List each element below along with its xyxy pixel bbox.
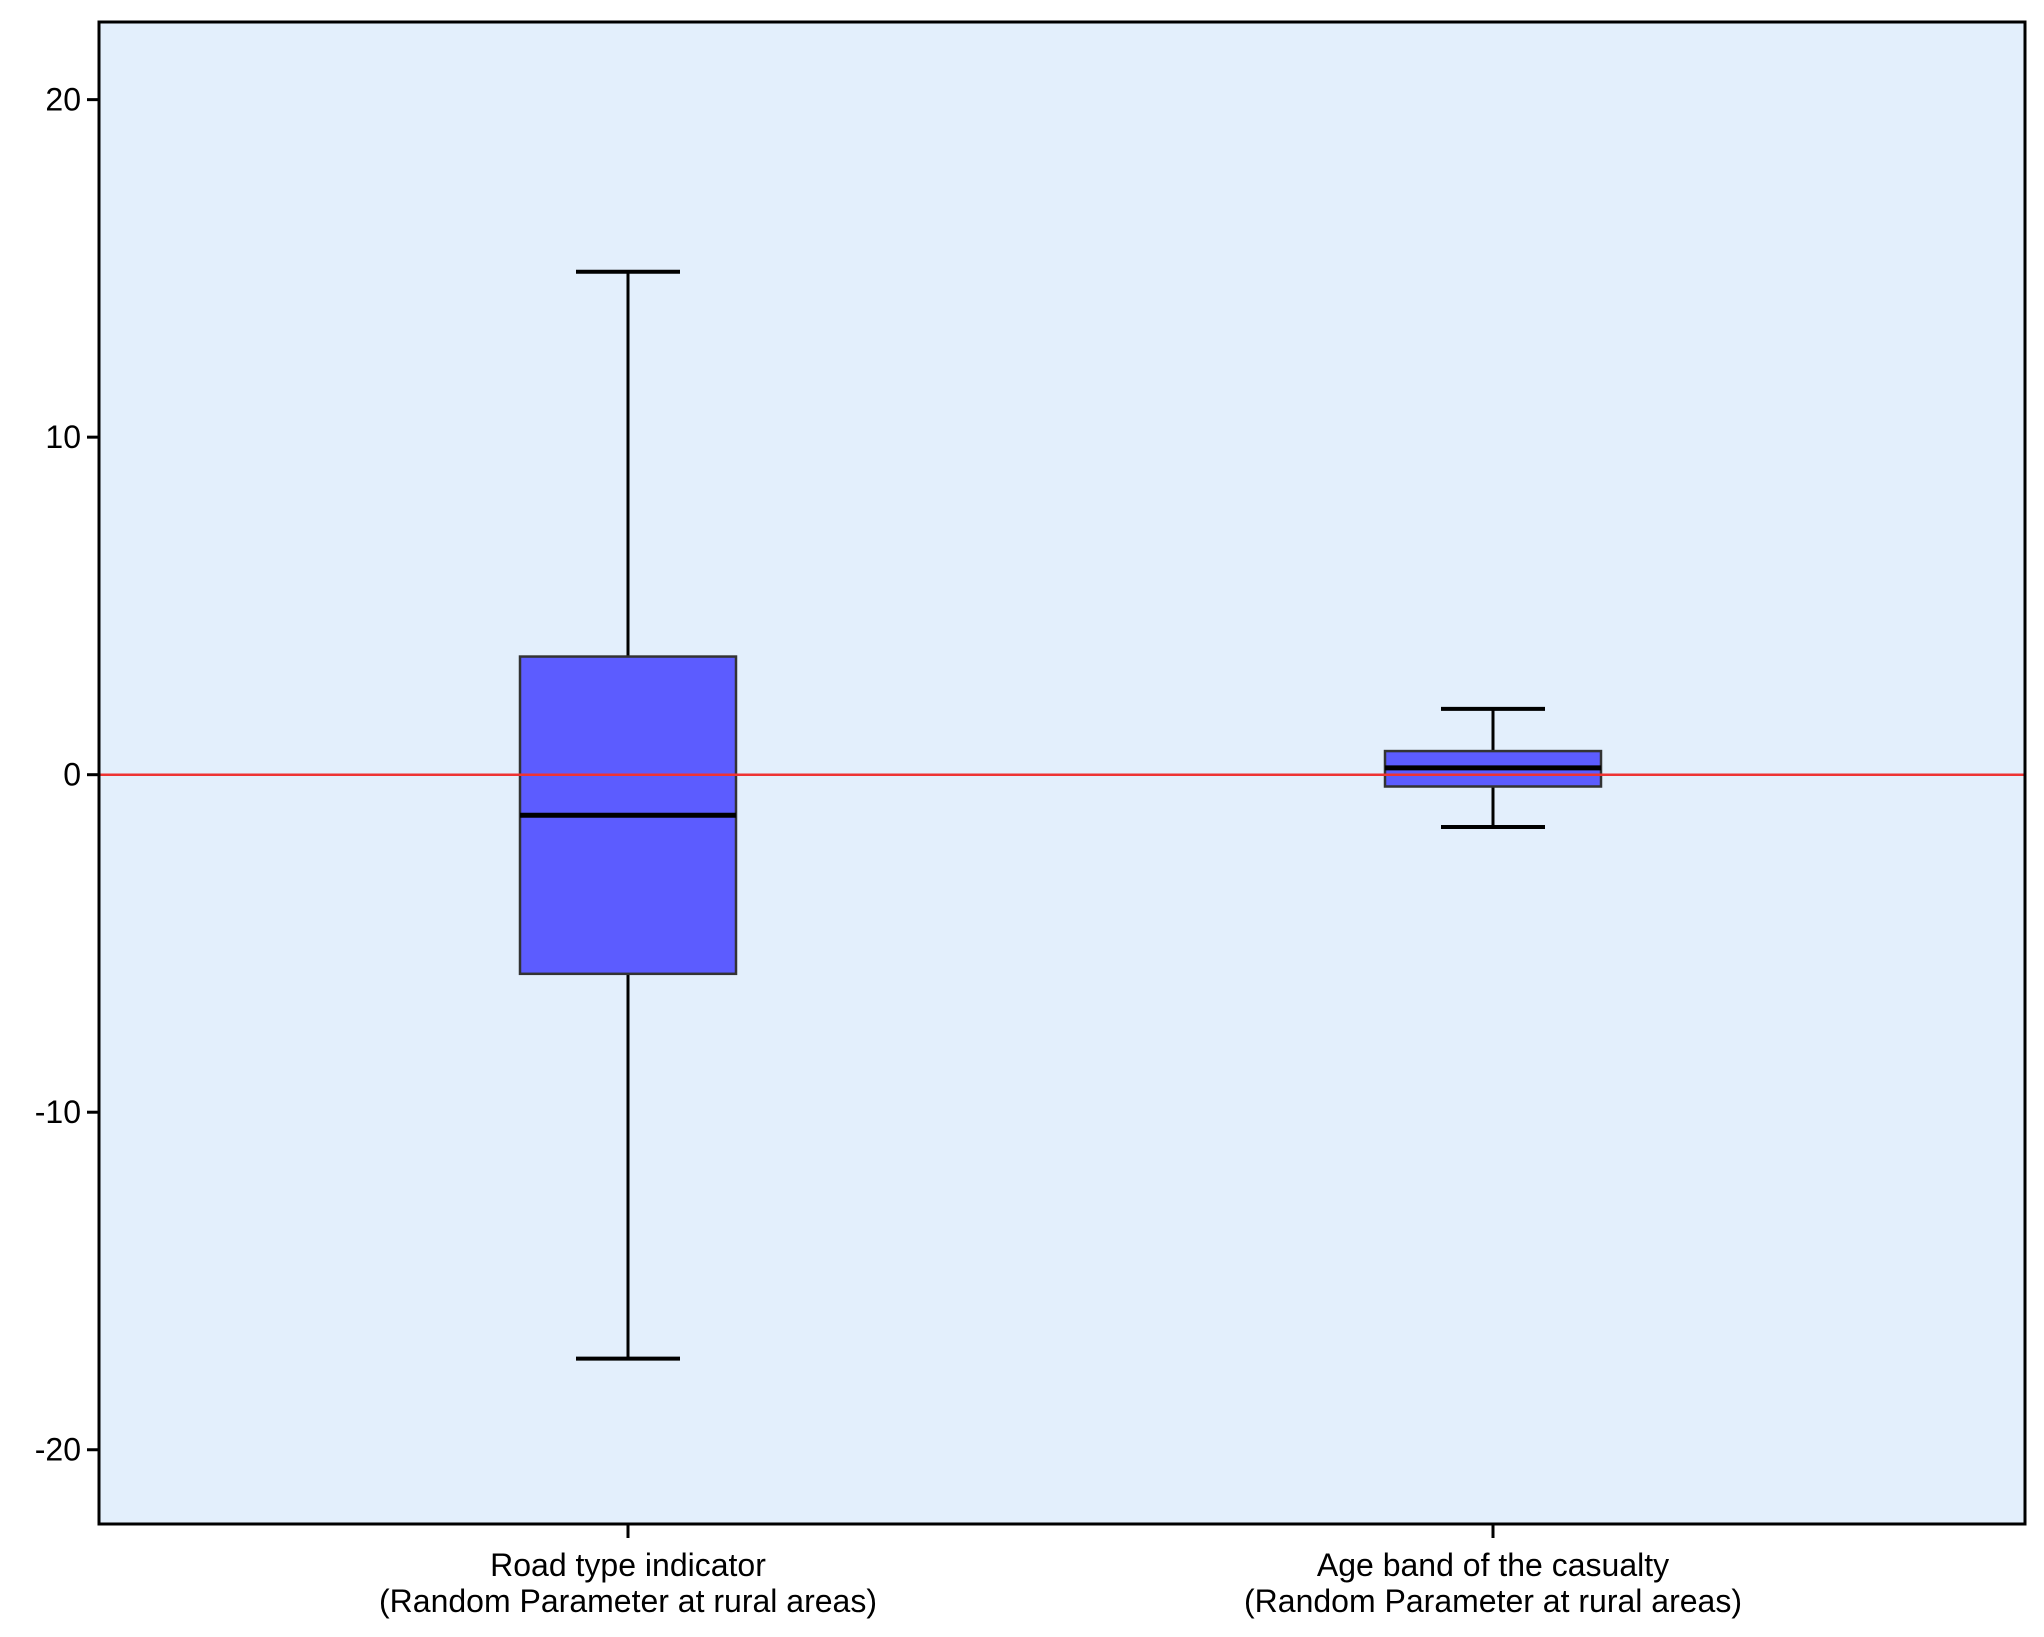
x-axis: Road type indicator(Random Parameter at …: [379, 1524, 1742, 1619]
y-tick-label: -10: [35, 1094, 81, 1130]
category-label-line1: Age band of the casualty: [1317, 1547, 1669, 1583]
plot-frame: [97, 20, 2027, 1526]
y-tick-label: -20: [35, 1432, 81, 1468]
y-tick-label: 0: [63, 757, 81, 793]
box-1: [518, 269, 738, 1361]
category-label-line2: (Random Parameter at rural areas): [379, 1583, 877, 1619]
y-axis: -20 -10 0 10 20: [35, 82, 99, 1468]
plot-background: [99, 22, 2025, 1524]
box-2: [1383, 706, 1603, 830]
boxes-group: [518, 269, 1603, 1361]
y-tick-label: 10: [45, 419, 81, 455]
category-label-line1: Road type indicator: [490, 1547, 766, 1583]
category-label-line2: (Random Parameter at rural areas): [1244, 1583, 1742, 1619]
y-tick-label: 20: [45, 82, 81, 118]
